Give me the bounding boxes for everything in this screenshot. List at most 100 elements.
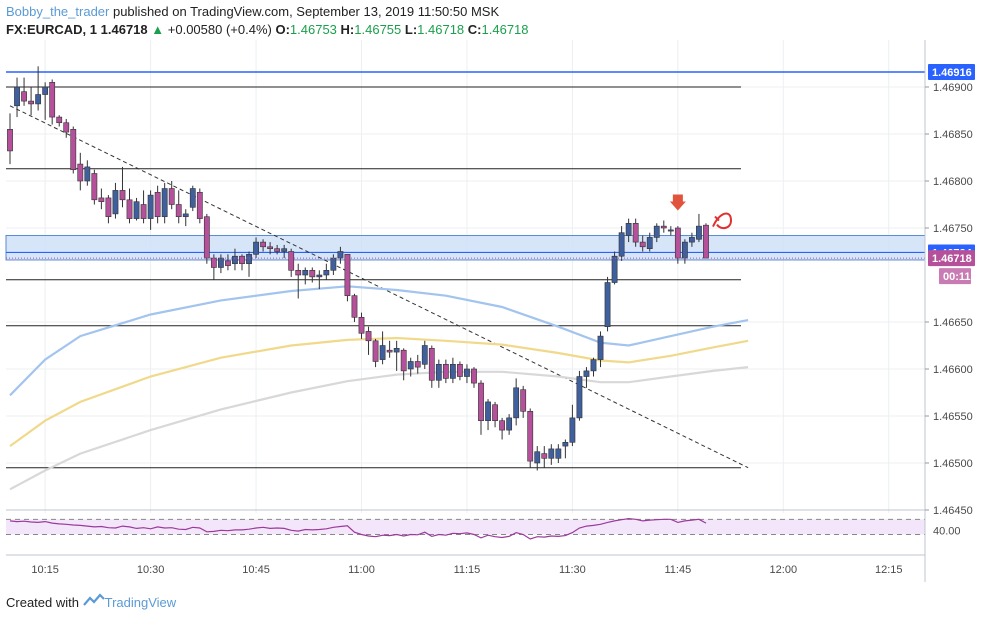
price-axis bbox=[926, 40, 988, 582]
candle bbox=[98, 188, 105, 210]
candle-body bbox=[63, 122, 70, 133]
candle-body bbox=[302, 270, 309, 276]
tradingview-brand[interactable]: TradingView bbox=[104, 595, 177, 610]
candle-body bbox=[555, 448, 562, 459]
price-tag bbox=[928, 63, 975, 80]
moving-average-line bbox=[9, 366, 749, 491]
candle bbox=[70, 126, 77, 174]
author-link[interactable]: Bobby_the_trader bbox=[6, 4, 110, 19]
candle bbox=[309, 267, 316, 283]
candle bbox=[689, 232, 695, 247]
candle-body bbox=[133, 201, 140, 219]
candle bbox=[161, 182, 168, 224]
price-tick-label: 1.46600 bbox=[933, 364, 973, 376]
candle bbox=[203, 213, 210, 264]
candle-body bbox=[492, 404, 498, 422]
price-chart[interactable]: 1.46900 1.46850 1.46800 1.46750 1.46650 1.466… bbox=[0, 40, 988, 582]
candle bbox=[513, 378, 520, 426]
candle-body bbox=[548, 448, 555, 459]
candle-body bbox=[485, 401, 491, 421]
candle bbox=[653, 223, 660, 243]
candle bbox=[91, 169, 98, 205]
candle bbox=[471, 367, 477, 388]
candle bbox=[372, 338, 379, 368]
candle-body bbox=[597, 335, 604, 360]
low-label: L: bbox=[404, 22, 418, 37]
candle-body bbox=[604, 282, 611, 328]
candle-body bbox=[372, 340, 379, 362]
candle-body bbox=[330, 257, 337, 271]
candle bbox=[147, 190, 154, 230]
candle-body bbox=[407, 361, 414, 370]
candle-body bbox=[478, 382, 484, 422]
candle-body bbox=[253, 241, 259, 255]
candle-body bbox=[210, 257, 217, 268]
candle-body bbox=[281, 248, 288, 252]
publication-line: Bobby_the_trader published on TradingVie… bbox=[6, 4, 499, 19]
candle bbox=[232, 248, 238, 271]
candle bbox=[260, 239, 266, 252]
candle bbox=[407, 357, 414, 377]
candle-body bbox=[457, 363, 463, 377]
candle bbox=[288, 248, 295, 277]
candle-body bbox=[28, 100, 34, 105]
up-triangle-icon: ▲ bbox=[151, 22, 165, 37]
candle bbox=[253, 237, 259, 259]
time-tick-label: 10:45 bbox=[242, 564, 270, 576]
high-label: H: bbox=[340, 22, 355, 37]
candle bbox=[239, 254, 245, 271]
candle bbox=[625, 218, 632, 243]
candle-body bbox=[147, 194, 154, 219]
price-tag-label: 1.46718 bbox=[932, 253, 972, 265]
candle bbox=[189, 185, 196, 212]
candle bbox=[435, 359, 442, 388]
candle bbox=[485, 399, 491, 431]
candle-body bbox=[260, 241, 266, 248]
hand-drawn-marker-icon bbox=[712, 212, 733, 230]
candle-body bbox=[541, 453, 548, 459]
candle bbox=[506, 414, 513, 435]
candle bbox=[457, 361, 463, 381]
candle-body bbox=[182, 213, 189, 218]
candle-body bbox=[449, 363, 456, 379]
candle bbox=[597, 331, 604, 368]
trend-line bbox=[9, 105, 749, 469]
moving-average-line bbox=[9, 336, 749, 447]
candle-body bbox=[365, 331, 372, 342]
candle bbox=[21, 77, 27, 106]
candle bbox=[548, 444, 555, 465]
candle-body bbox=[98, 197, 105, 202]
open-value: 1.46753 bbox=[289, 22, 337, 37]
candle-body bbox=[681, 241, 688, 259]
candle-body bbox=[77, 163, 84, 182]
candle bbox=[569, 404, 576, 447]
ohlc-legend: FX:EURCAD, 1 1.46718 ▲ +0.00580 (+0.4%) … bbox=[6, 22, 529, 37]
time-tick-label: 12:00 bbox=[770, 564, 798, 576]
candle-body bbox=[49, 81, 56, 118]
symbol-interval[interactable]: FX:EURCAD, 1 bbox=[6, 22, 98, 37]
candle bbox=[140, 190, 147, 224]
candle-body bbox=[513, 387, 520, 419]
candle-body bbox=[126, 199, 133, 219]
candle bbox=[442, 359, 449, 384]
candle-body bbox=[611, 255, 618, 283]
candle bbox=[344, 254, 351, 302]
candle bbox=[604, 276, 611, 332]
price-tag-label: 1.46916 bbox=[932, 67, 972, 79]
candle bbox=[316, 270, 323, 290]
candle bbox=[225, 254, 231, 271]
candle bbox=[119, 166, 126, 208]
candle bbox=[35, 66, 42, 111]
price-tick-label: 1.46900 bbox=[933, 82, 973, 94]
time-tick-label: 11:30 bbox=[559, 564, 586, 576]
candle-body bbox=[351, 295, 358, 318]
time-tick-label: 10:15 bbox=[31, 564, 59, 576]
candle bbox=[182, 209, 189, 227]
candle-body bbox=[175, 204, 182, 218]
candle-body bbox=[471, 368, 477, 384]
candle-body bbox=[42, 86, 49, 95]
close-value: 1.46718 bbox=[481, 22, 529, 37]
down-arrow-icon bbox=[669, 194, 686, 211]
candle-body bbox=[625, 223, 632, 236]
candle-body bbox=[358, 316, 365, 334]
